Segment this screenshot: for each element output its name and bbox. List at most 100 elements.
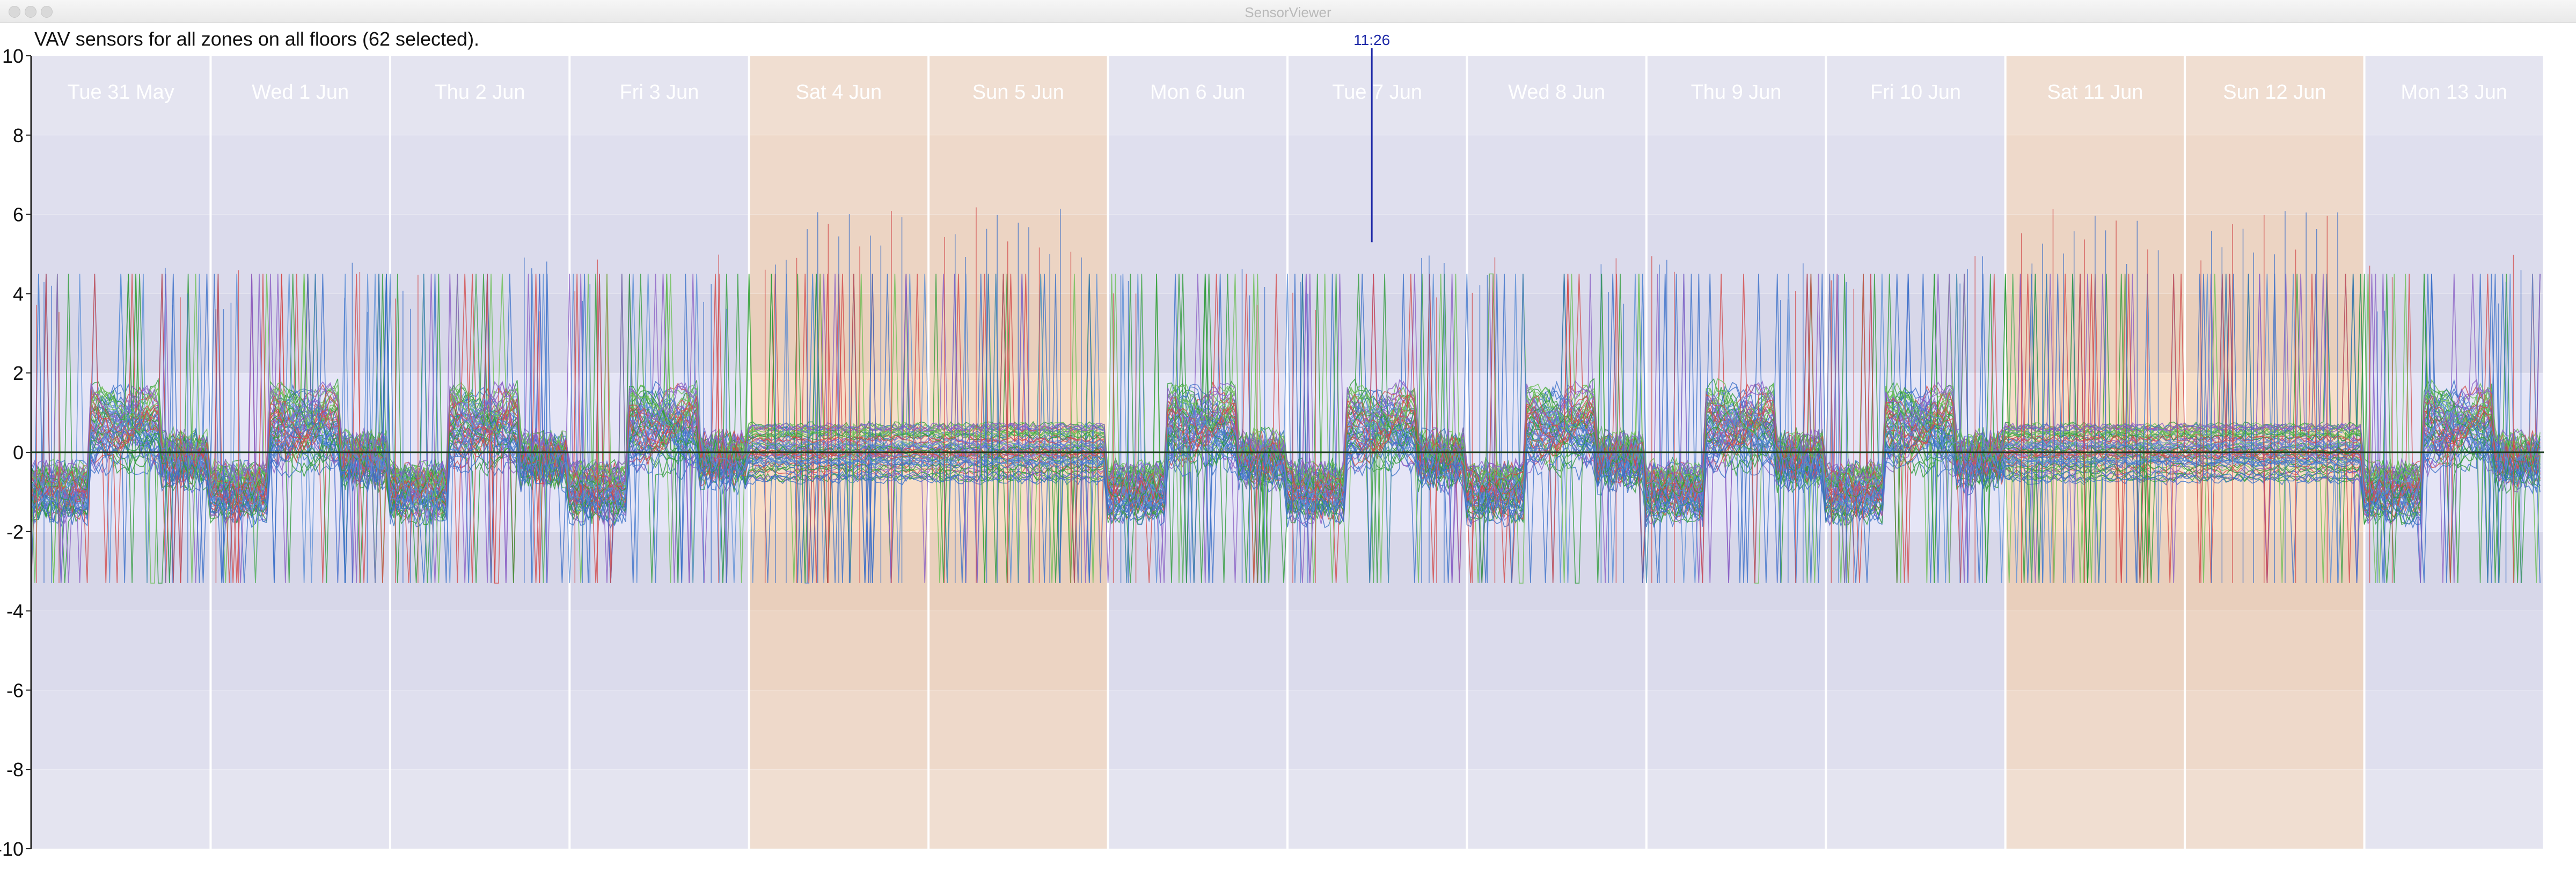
day-band-segment bbox=[1468, 690, 1645, 770]
day-band-segment bbox=[750, 611, 928, 690]
day-band-segment bbox=[2186, 690, 2363, 770]
chart-caption: VAV sensors for all zones on all floors … bbox=[34, 28, 480, 50]
day-band-segment bbox=[391, 769, 569, 849]
day-band-segment bbox=[570, 769, 748, 849]
day-band-segment bbox=[32, 56, 210, 135]
day-band-segment bbox=[391, 214, 569, 294]
day-band-segment bbox=[1468, 56, 1645, 135]
y-tick-label: -10 bbox=[0, 838, 24, 860]
day-band-segment bbox=[1827, 56, 2004, 135]
day-band-segment bbox=[1468, 135, 1645, 215]
day-band-segment bbox=[2006, 135, 2184, 215]
day-band-segment bbox=[930, 56, 1107, 135]
sensor-line bbox=[31, 274, 2541, 583]
day-band-segment bbox=[2006, 769, 2184, 849]
day-band-segment bbox=[1289, 769, 1466, 849]
day-label: Sat 4 Jun bbox=[796, 81, 882, 104]
day-label: Wed 8 Jun bbox=[1508, 81, 1605, 104]
day-band-segment bbox=[1289, 690, 1466, 770]
minimize-window-button[interactable] bbox=[25, 6, 36, 18]
cursor-time-label: 11:26 bbox=[1353, 32, 1390, 48]
day-band-segment bbox=[1109, 769, 1286, 849]
day-label: Mon 6 Jun bbox=[1150, 81, 1245, 104]
day-band-segment bbox=[32, 690, 210, 770]
day-band-segment bbox=[2006, 56, 2184, 135]
day-band-segment bbox=[2186, 56, 2363, 135]
day-band-segment bbox=[930, 769, 1107, 849]
window-titlebar: SensorViewer bbox=[0, 0, 2576, 23]
day-band-segment bbox=[1827, 135, 2004, 215]
horizontal-grid bbox=[31, 55, 2544, 849]
day-band-segment bbox=[570, 611, 748, 690]
day-band-segment bbox=[570, 56, 748, 135]
day-band-segment bbox=[2006, 611, 2184, 690]
day-band-segment bbox=[750, 769, 928, 849]
y-tick-label: -4 bbox=[6, 600, 24, 622]
day-band-segment bbox=[1468, 769, 1645, 849]
sensor-line bbox=[31, 274, 2541, 583]
day-band-segment bbox=[930, 611, 1107, 690]
day-band-segment bbox=[391, 135, 569, 215]
close-window-button[interactable] bbox=[9, 6, 20, 18]
y-tick-label: 10 bbox=[2, 45, 24, 67]
day-band-segment bbox=[32, 611, 210, 690]
day-band-segment bbox=[211, 769, 389, 849]
day-band-segment bbox=[2186, 769, 2363, 849]
day-band-segment bbox=[570, 135, 748, 215]
day-band-segment bbox=[750, 135, 928, 215]
day-band-segment bbox=[2365, 611, 2543, 690]
day-band-segment bbox=[1647, 769, 1825, 849]
day-band-segment bbox=[2186, 135, 2363, 215]
day-band-segment bbox=[2365, 135, 2543, 215]
day-band-segment bbox=[750, 56, 928, 135]
day-band-segment bbox=[1109, 611, 1286, 690]
day-label: Fri 10 Jun bbox=[1870, 81, 1961, 104]
day-band-segment bbox=[1109, 690, 1286, 770]
day-label: Tue 7 Jun bbox=[1332, 81, 1422, 104]
day-band-segment bbox=[1289, 214, 1466, 294]
day-band-segment bbox=[2365, 56, 2543, 135]
zoom-window-button[interactable] bbox=[41, 6, 53, 18]
day-band-segment bbox=[930, 690, 1107, 770]
day-band-segment bbox=[391, 690, 569, 770]
day-band-segment bbox=[1647, 690, 1825, 770]
day-label: Mon 13 Jun bbox=[2401, 81, 2507, 104]
day-band-segment bbox=[1827, 690, 2004, 770]
y-tick-label: 6 bbox=[13, 204, 24, 226]
day-band-segment bbox=[211, 56, 389, 135]
day-band-segment bbox=[570, 690, 748, 770]
day-band-segment bbox=[1647, 611, 1825, 690]
y-tick-label: -6 bbox=[6, 679, 24, 701]
day-label: Sun 12 Jun bbox=[2223, 81, 2326, 104]
y-tick-label: 4 bbox=[13, 283, 24, 305]
day-band-segment bbox=[1647, 135, 1825, 215]
y-tick-label: 8 bbox=[13, 124, 24, 146]
y-axis: 10 8 6 4 2 0 -2 -4 -6 -8 -10 bbox=[0, 45, 32, 860]
day-band-segment bbox=[2365, 769, 2543, 849]
day-band-segment bbox=[1289, 56, 1466, 135]
day-band-segment bbox=[2006, 690, 2184, 770]
window-title: SensorViewer bbox=[1245, 4, 1331, 20]
day-band-segment bbox=[930, 135, 1107, 215]
day-label: Sun 5 Jun bbox=[972, 81, 1064, 104]
day-band-segment bbox=[1109, 56, 1286, 135]
day-band-segment bbox=[391, 611, 569, 690]
day-band-segment bbox=[1827, 769, 2004, 849]
day-label: Tue 31 May bbox=[68, 81, 174, 104]
sensor-line bbox=[31, 274, 2541, 583]
day-band-segment bbox=[391, 56, 569, 135]
day-label: Wed 1 Jun bbox=[252, 81, 349, 104]
day-band-segment bbox=[32, 135, 210, 215]
day-label: Fri 3 Jun bbox=[620, 81, 699, 104]
day-band-segment bbox=[1827, 611, 2004, 690]
day-band-segment bbox=[1289, 611, 1466, 690]
day-band-segment bbox=[1647, 56, 1825, 135]
day-band-segment bbox=[2365, 690, 2543, 770]
day-band-segment bbox=[1468, 611, 1645, 690]
day-band-segment bbox=[211, 690, 389, 770]
day-band-segment bbox=[211, 135, 389, 215]
day-label: Thu 9 Jun bbox=[1691, 81, 1782, 104]
day-band-segment bbox=[1289, 135, 1466, 215]
day-label: Sat 11 Jun bbox=[2047, 81, 2143, 104]
